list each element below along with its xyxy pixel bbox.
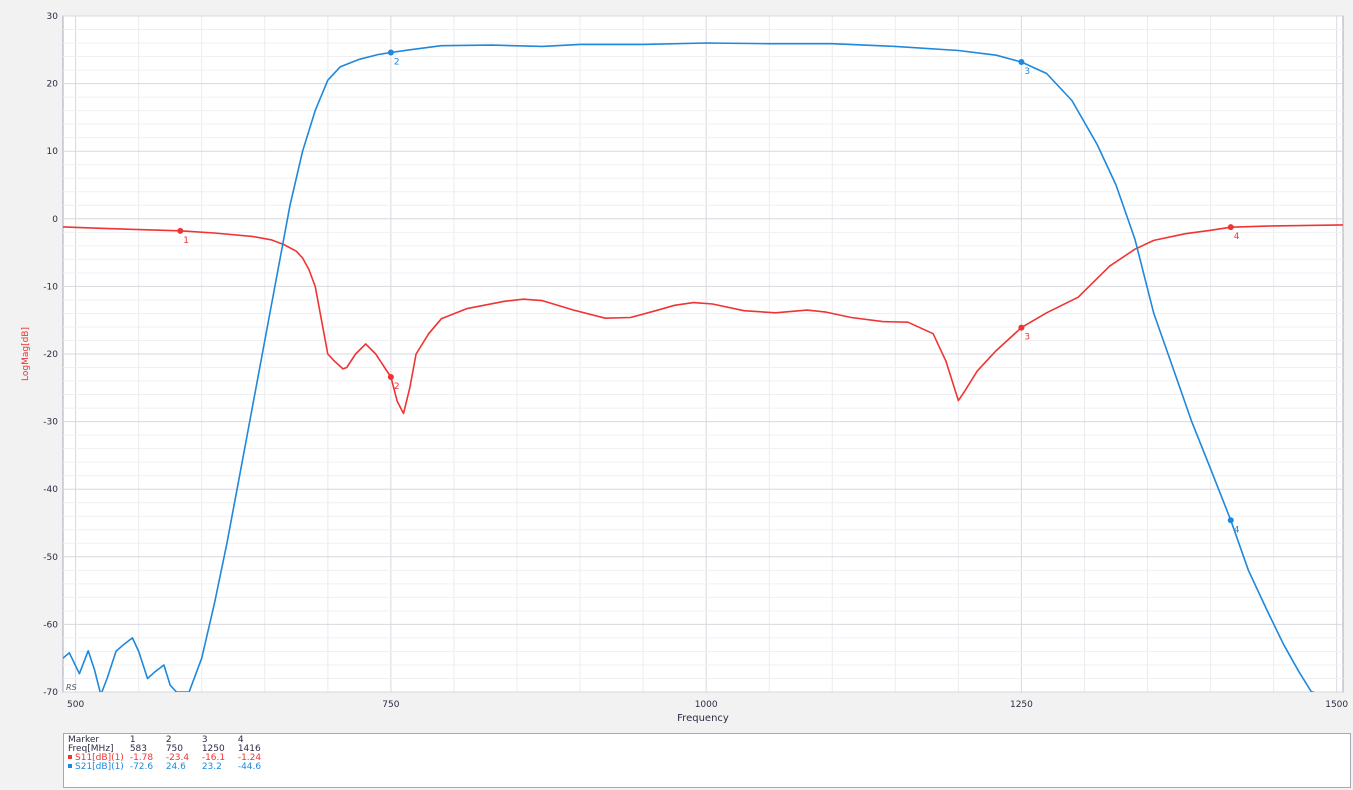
s11-marker-label-4: 4 (1234, 232, 1240, 242)
s11-marker-4 (1227, 224, 1234, 231)
table-row-freq: Freq[MHz] 583 750 1250 1416 (68, 745, 274, 754)
y-tick-label: -50 (43, 553, 58, 563)
table-cell: -16.1 (201, 753, 226, 763)
table-cell: -23.4 (165, 753, 190, 763)
table-cell: -1.78 (129, 753, 154, 763)
table-cell: 750 (165, 744, 184, 754)
table-cell: 1250 (201, 744, 225, 754)
s21-series-line (63, 42, 1314, 692)
chart-svg[interactable]: 500 750 1000 1250 1500 30 20 10 0 -10 -20 -30 -40 -50… (0, 0, 1353, 730)
table-cell: -72.6 (129, 762, 154, 772)
y-tick-label: -30 (43, 418, 58, 428)
y-tick-label: 30 (47, 12, 59, 22)
s21-marker-4 (1227, 517, 1234, 524)
table-cell: -44.6 (237, 762, 262, 772)
x-tick-label: 750 (382, 700, 399, 710)
s21-row-label: S21[dB](1) (75, 762, 124, 772)
marker-layer: 1 2 2 3 3 4 4 (177, 49, 1240, 535)
s11-marker-1 (177, 227, 184, 234)
x-axis-label: Frequency (677, 713, 729, 724)
s11-legend-swatch (68, 755, 72, 759)
s11-marker-label-1: 1 (183, 236, 189, 246)
y-tick-label: 10 (47, 147, 59, 157)
marker-table: Marker 1 2 3 4 Freq[MHz] 583 750 1250 14… (63, 733, 1351, 788)
x-tick-label: 1000 (695, 700, 718, 710)
s11-marker-label-2: 2 (394, 382, 400, 392)
s21-marker-3 (1018, 58, 1025, 65)
s11-marker-label-3: 3 (1024, 333, 1030, 343)
table-header-label: Marker (68, 735, 100, 745)
series-layer (63, 42, 1343, 692)
grid-layer (63, 15, 1343, 693)
table-cell: 24.6 (165, 762, 186, 772)
y-tick-label: -10 (43, 282, 58, 292)
x-tick-label: 1250 (1010, 700, 1033, 710)
table-cell: 3 (201, 735, 208, 745)
table-cell: 1416 (237, 744, 261, 754)
y-tick-label: 20 (47, 80, 59, 90)
table-row-header: Marker 1 2 3 4 (68, 736, 274, 745)
table-cell: 4 (237, 735, 244, 745)
table-cell: 1 (129, 735, 136, 745)
axis-layer: 500 750 1000 1250 1500 30 20 10 0 -10 -20 -30 -40 -50… (43, 12, 1348, 710)
s11-marker-2 (387, 373, 394, 380)
s21-legend-swatch (68, 764, 72, 768)
x-tick-label: 500 (67, 700, 84, 710)
table-cell: -1.24 (237, 753, 262, 763)
x-tick-label: 1500 (1325, 700, 1348, 710)
y-axis-label: LogMag[dB] (21, 327, 31, 381)
s21-marker-label-3: 3 (1024, 67, 1030, 77)
y-tick-label: -70 (43, 688, 58, 698)
s21-marker-label-4: 4 (1234, 525, 1240, 535)
y-tick-label: -20 (43, 350, 58, 360)
s21-marker-label-2: 2 (394, 58, 400, 68)
s11-series-line (63, 224, 1343, 415)
table-row-s11: S11[dB](1) -1.78 -23.4 -16.1 -1.24 (68, 754, 274, 763)
table-cell: 2 (165, 735, 172, 745)
s21-marker-2 (387, 49, 394, 56)
y-tick-label: 0 (52, 215, 58, 225)
corner-label: RS (66, 683, 77, 692)
table-cell: 23.2 (201, 762, 222, 772)
y-tick-label: -60 (43, 620, 58, 630)
table-cell: 583 (129, 744, 148, 754)
table-row-s21: S21[dB](1) -72.6 24.6 23.2 -44.6 (68, 763, 274, 772)
table-freq-label: Freq[MHz] (68, 744, 114, 754)
s11-row-label: S11[dB](1) (75, 753, 124, 763)
s11-marker-3 (1018, 324, 1025, 331)
y-tick-label: -40 (43, 485, 58, 495)
